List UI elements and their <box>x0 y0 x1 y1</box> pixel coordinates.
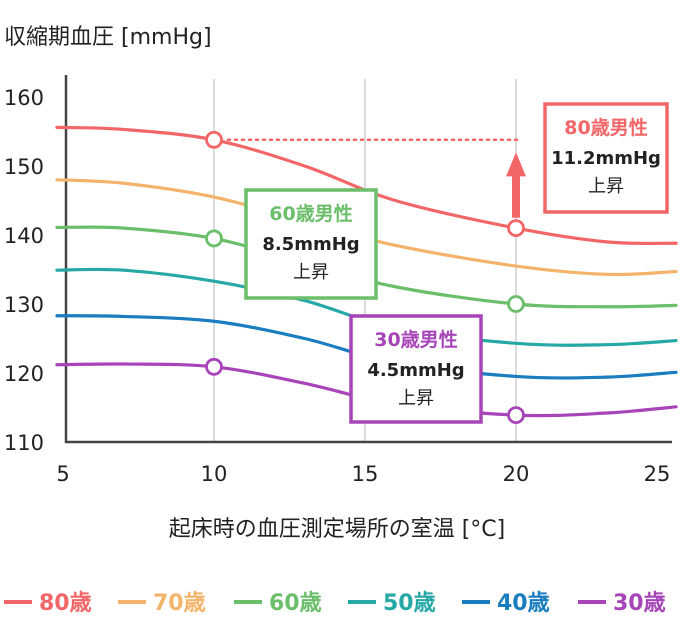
x-tick-label: 5 <box>56 462 69 486</box>
x-tick-label: 20 <box>503 462 530 486</box>
annotation-line: 60歳男性 <box>269 202 352 225</box>
legend: 80歳 70歳 60歳 50歳 40歳 30歳 <box>4 591 666 616</box>
x-tick-label: 15 <box>352 462 379 486</box>
legend-item-40歳: 40歳 <box>462 591 550 616</box>
arrow-head <box>506 152 526 177</box>
marker-point <box>507 295 525 313</box>
annotation-line: 上昇 <box>588 176 624 197</box>
annotation-line: 8.5mmHg <box>262 234 359 255</box>
legend-label: 50歳 <box>383 591 436 616</box>
legend-label: 60歳 <box>269 591 322 616</box>
legend-item-70歳: 70歳 <box>118 591 206 616</box>
annotation-frame <box>244 188 378 300</box>
annotation-box-60歳: 60歳男性 8.5mmHg 上昇 <box>244 188 378 300</box>
legend-label: 30歳 <box>613 591 666 616</box>
x-tick-label: 10 <box>201 462 228 486</box>
legend-label: 40歳 <box>497 591 550 616</box>
marker-point <box>205 229 223 248</box>
annotation-line: 上昇 <box>293 262 329 283</box>
annotation-line: 30歳男性 <box>374 328 457 351</box>
annotation-line: 80歳男性 <box>564 116 647 139</box>
marker-point <box>205 130 223 149</box>
legend-label: 80歳 <box>39 591 92 616</box>
series-line-80歳 <box>55 125 678 246</box>
legend-item-80歳: 80歳 <box>4 591 92 616</box>
marker-point <box>507 406 525 424</box>
y-tick-label: 160 <box>4 86 44 110</box>
legend-item-50歳: 50歳 <box>348 591 436 616</box>
x-axis-label: 起床時の血圧測定場所の室温 [°C] <box>169 517 506 542</box>
legend-label: 70歳 <box>153 591 206 616</box>
y-tick-label: 110 <box>4 431 44 455</box>
marker-point <box>205 357 223 376</box>
marker-point <box>507 219 525 238</box>
plot-area: 110 120 130 140 150 160 5 10 15 20 25 80歳男性 11.2mmHg… <box>4 75 678 486</box>
annotation-line: 11.2mmHg <box>551 148 661 169</box>
annotation-line: 上昇 <box>398 388 434 409</box>
y-tick-label: 150 <box>4 155 44 179</box>
y-tick-label: 130 <box>4 293 44 317</box>
annotation-box-80歳: 80歳男性 11.2mmHg 上昇 <box>543 102 669 214</box>
y-axis-label: 収縮期血圧 [mmHg] <box>4 25 212 50</box>
legend-item-30歳: 30歳 <box>578 591 666 616</box>
x-tick-label: 25 <box>644 462 671 486</box>
y-tick-label: 120 <box>4 362 44 386</box>
annotation-box-30歳: 30歳男性 4.5mmHg 上昇 <box>349 314 483 424</box>
annotation-frame <box>543 102 669 214</box>
arrow-shaft <box>512 174 520 218</box>
legend-item-60歳: 60歳 <box>234 591 322 616</box>
y-tick-label: 140 <box>4 224 44 248</box>
annotation-frame <box>349 314 483 424</box>
annotation-line: 4.5mmHg <box>367 360 464 381</box>
